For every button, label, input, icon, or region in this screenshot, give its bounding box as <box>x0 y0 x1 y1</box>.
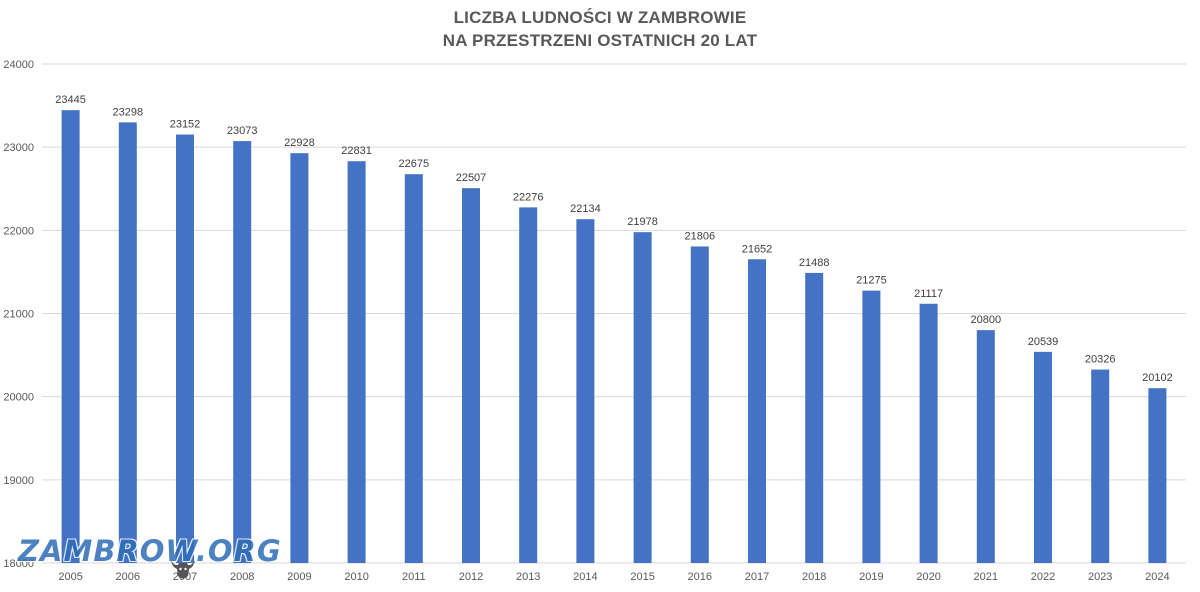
bar <box>1034 351 1052 563</box>
y-tick-label: 22000 <box>3 225 34 237</box>
bar-value-label: 21652 <box>742 243 773 255</box>
x-tick-label: 2015 <box>630 571 654 583</box>
x-tick-label: 2009 <box>287 571 311 583</box>
bar-value-label: 21488 <box>799 257 830 269</box>
x-tick-label: 2011 <box>402 571 426 583</box>
x-tick-label: 2023 <box>1088 571 1112 583</box>
bar-value-label: 21806 <box>685 230 716 242</box>
x-tick-label: 2014 <box>573 571 597 583</box>
y-tick-label: 21000 <box>3 309 34 321</box>
bar-value-label: 22134 <box>570 203 601 215</box>
bar-value-label: 22507 <box>456 172 487 184</box>
bar-value-label: 21117 <box>914 288 943 300</box>
bar-value-label: 23152 <box>170 119 201 131</box>
bar <box>1091 369 1110 563</box>
x-tick-label: 2010 <box>344 571 368 583</box>
bar-value-label: 20102 <box>1142 372 1173 384</box>
bar <box>1148 388 1167 563</box>
x-tick-label: 2020 <box>916 571 940 583</box>
bar <box>805 272 824 563</box>
bison-head-icon <box>171 560 195 579</box>
bar <box>118 122 137 564</box>
bar-value-label: 23073 <box>227 125 258 137</box>
watermark-logo: ZAMBROW.ORG <box>18 534 282 568</box>
x-tick-label: 2024 <box>1145 571 1169 583</box>
x-tick-label: 2022 <box>1031 571 1055 583</box>
bar <box>347 161 366 563</box>
x-tick-label: 2008 <box>230 571 254 583</box>
bar <box>633 232 652 563</box>
x-tick-label: 2019 <box>859 571 883 583</box>
bar-value-label: 22831 <box>341 145 372 157</box>
bar-value-label: 21275 <box>856 275 887 287</box>
y-tick-label: 24000 <box>3 59 34 71</box>
x-tick-label: 2006 <box>116 571 140 583</box>
bar-value-label: 21978 <box>627 216 658 228</box>
bar <box>690 246 709 564</box>
bar-value-label: 20800 <box>971 314 1002 326</box>
x-tick-label: 2012 <box>459 571 483 583</box>
x-tick-label: 2016 <box>688 571 712 583</box>
bar <box>176 134 194 563</box>
bar <box>290 153 309 563</box>
bar-value-label: 20326 <box>1085 354 1116 366</box>
bar <box>576 219 595 563</box>
y-tick-label: 19000 <box>3 475 34 487</box>
y-tick-label: 18000 <box>3 558 34 570</box>
bar <box>519 207 538 563</box>
x-tick-label: 2017 <box>745 571 769 583</box>
bar-value-label: 22675 <box>399 158 430 170</box>
bar <box>61 110 80 563</box>
bar <box>404 174 423 563</box>
bar <box>233 141 252 563</box>
bar-value-label: 23445 <box>55 94 86 106</box>
bar-value-label: 22276 <box>513 191 544 203</box>
bar <box>976 330 995 563</box>
bar <box>462 188 480 563</box>
bar <box>919 303 938 563</box>
bar-value-label: 23298 <box>113 106 144 118</box>
chart-title-line-2: NA PRZESTRZENI OSTATNICH 20 LAT <box>442 31 758 50</box>
bar <box>862 290 881 563</box>
y-tick-label: 20000 <box>3 392 34 404</box>
bar-value-label: 22928 <box>284 137 315 149</box>
y-tick-label: 23000 <box>3 142 34 154</box>
x-tick-label: 2018 <box>802 571 826 583</box>
x-tick-label: 2005 <box>58 571 82 583</box>
chart-title-line-1: LICZBA LUDNOŚCI W ZAMBROWIE <box>453 8 747 27</box>
bar-value-label: 20539 <box>1028 336 1059 348</box>
x-tick-label: 2021 <box>974 571 998 583</box>
bar <box>748 259 766 563</box>
x-tick-label: 2013 <box>516 571 540 583</box>
